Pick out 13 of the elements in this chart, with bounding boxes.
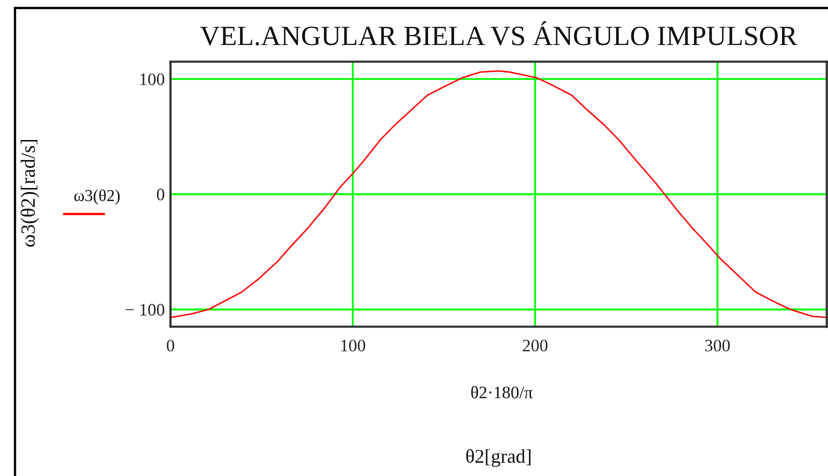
y-tick-label: 100 (140, 73, 164, 86)
chart-title: VEL.ANGULAR BIELA VS ÁNGULO IMPULSOR (200, 21, 798, 46)
text: θ2[grad] (466, 449, 530, 467)
y-axis-title: ω3(θ2)[rad/s] (20, 140, 39, 247)
line-series (170, 70, 827, 318)
y-tick-label: 0 (156, 188, 164, 200)
x-tick-label: 200 (522, 340, 548, 352)
x-axis-title: θ2·180/π (471, 386, 533, 398)
y-tick-label: − 100 (126, 304, 164, 316)
x-tick-label: 300 (705, 340, 730, 352)
x-tick-label: 100 (341, 340, 366, 352)
x-tick-label: 0 (166, 340, 174, 352)
text: ω3(θ2) (74, 189, 120, 205)
